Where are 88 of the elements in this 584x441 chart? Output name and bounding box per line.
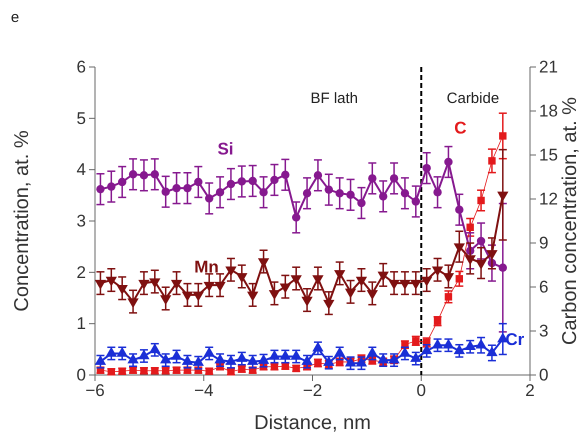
point xyxy=(476,236,486,246)
y2-tick-label: 15 xyxy=(539,145,558,164)
point xyxy=(162,188,170,196)
y2-tick-label: 6 xyxy=(539,277,548,296)
point xyxy=(400,189,410,198)
point xyxy=(456,275,464,282)
point xyxy=(433,188,442,196)
point xyxy=(390,174,398,183)
point xyxy=(444,158,453,166)
y2-tick-label: 18 xyxy=(539,101,558,120)
series-label: C xyxy=(454,118,467,138)
point xyxy=(466,224,474,232)
point xyxy=(292,213,300,222)
point xyxy=(475,338,487,348)
point xyxy=(205,194,214,203)
point xyxy=(194,178,202,186)
y-tick-label: 3 xyxy=(76,211,86,230)
y-tick-label: 1 xyxy=(76,314,86,334)
x-tick-label: 2 xyxy=(525,381,535,400)
x-tick-label: −6 xyxy=(85,381,105,400)
point xyxy=(172,184,181,192)
point xyxy=(336,189,344,198)
y-tick-label: 2 xyxy=(76,262,86,282)
point xyxy=(302,189,312,198)
point xyxy=(183,184,192,192)
point xyxy=(259,188,268,196)
point xyxy=(368,174,376,183)
point xyxy=(138,350,150,360)
point xyxy=(281,170,290,179)
series-label: Cr xyxy=(505,330,525,350)
y-tick-label: 4 xyxy=(76,160,86,180)
point xyxy=(454,344,465,354)
point xyxy=(357,198,366,208)
series-label: Mn xyxy=(194,257,219,276)
text: e xyxy=(10,9,20,26)
point xyxy=(410,352,422,362)
x-tick-label: −4 xyxy=(194,381,214,400)
point xyxy=(379,192,388,201)
y2-tick-label: 21 xyxy=(539,57,558,76)
point xyxy=(204,346,215,357)
point xyxy=(412,197,420,206)
point xyxy=(334,346,346,357)
point xyxy=(149,343,160,354)
point xyxy=(488,157,496,165)
point xyxy=(150,170,159,178)
point xyxy=(128,170,138,178)
point xyxy=(477,196,485,204)
point xyxy=(248,176,257,186)
point xyxy=(270,176,279,184)
y2-tick-label: 3 xyxy=(539,321,548,340)
point xyxy=(107,182,116,191)
point xyxy=(140,171,148,180)
point xyxy=(312,342,324,352)
point xyxy=(499,132,507,140)
point xyxy=(118,178,126,186)
point xyxy=(464,340,476,350)
y-tick-label: 0 xyxy=(76,365,86,384)
x-tick-label: −2 xyxy=(302,381,322,400)
y2-axis-title: Carbon concentration, at. % xyxy=(559,96,581,345)
point xyxy=(399,346,411,357)
point xyxy=(236,352,248,362)
y2-tick-label: 0 xyxy=(539,365,548,384)
point xyxy=(422,164,431,172)
point xyxy=(444,293,452,301)
y-tick-label: 6 xyxy=(76,57,86,76)
x-tick-label: 0 xyxy=(416,381,426,400)
series-label: Si xyxy=(217,139,234,158)
point xyxy=(170,350,182,360)
point xyxy=(238,177,246,186)
y-axis-title: Concentration, at. % xyxy=(11,130,33,312)
point xyxy=(455,206,464,214)
point xyxy=(160,354,172,364)
point xyxy=(314,171,322,180)
y-tick-label: 5 xyxy=(76,108,86,128)
annotation: Carbide xyxy=(446,90,500,107)
point xyxy=(486,346,498,356)
point xyxy=(216,188,224,196)
x-axis-title: Distance, nm xyxy=(254,412,371,434)
point xyxy=(127,354,139,364)
y2-tick-label: 9 xyxy=(539,233,548,252)
point xyxy=(346,190,355,199)
point xyxy=(226,180,236,188)
point xyxy=(324,186,333,194)
point xyxy=(96,185,105,194)
point xyxy=(94,355,106,365)
y2-tick-label: 12 xyxy=(539,189,558,208)
annotation: BF lath xyxy=(310,90,358,107)
point xyxy=(498,264,507,272)
